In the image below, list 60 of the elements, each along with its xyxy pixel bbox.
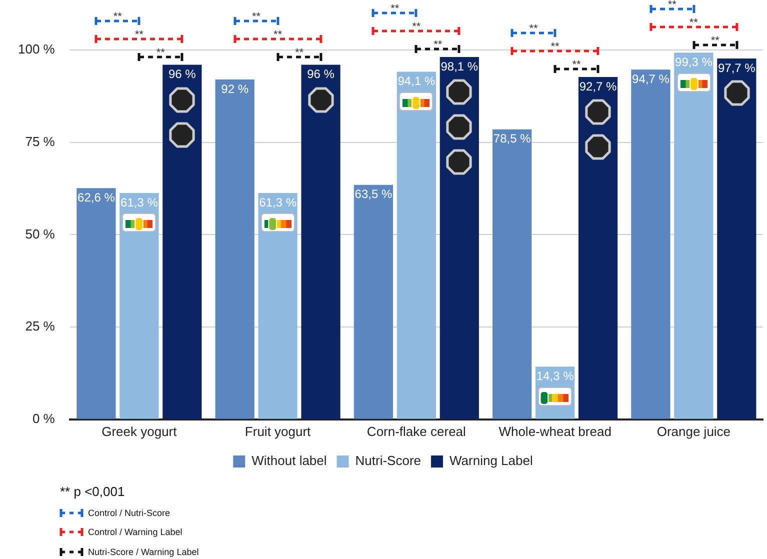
text: ** (274, 28, 282, 41)
y-tick-label: 25 % (25, 318, 56, 334)
data-label: 94,1 % (398, 74, 436, 88)
text: ** (113, 10, 122, 23)
text: Control / Nutri-Score (88, 507, 170, 519)
data-label: 97,7 % (718, 60, 756, 75)
annotation: ** (434, 39, 442, 52)
x-tick-label: Corn-flake cereal (366, 424, 466, 439)
bar (396, 72, 436, 419)
data-label: 14,3 % (536, 368, 574, 383)
text: ** (689, 16, 698, 29)
data-label: 61,3 % (120, 195, 158, 210)
y-tick-label: 50 % (25, 226, 56, 242)
x-tick-label: Greek yogurt (102, 424, 178, 439)
y-tick-label: 100 % (18, 42, 56, 57)
x-tick-label: Whole-wheat bread (498, 424, 612, 439)
data-label: 78,5 % (493, 132, 532, 146)
legend-label: Nutri-Score (355, 453, 422, 468)
legend-label: Warning Label (450, 453, 533, 468)
bar (674, 52, 714, 419)
bar (492, 129, 532, 419)
data-label: 94,7 % (632, 72, 670, 86)
bar (258, 192, 298, 419)
text: Control / Warning Label (88, 526, 182, 538)
x-tick-label: Orange juice (656, 424, 731, 439)
bar (717, 58, 756, 419)
data-label: 92,7 % (579, 79, 618, 94)
data-label: 99,3 % (675, 54, 713, 69)
bar (76, 188, 116, 419)
bar (120, 192, 159, 419)
annotation: ** (156, 46, 165, 59)
text: ** (529, 22, 538, 35)
data-label: 92 % (221, 82, 249, 96)
text: Nutri-Score / Warning Label (88, 546, 199, 558)
data-label: 96 % (307, 67, 335, 82)
data-label: 96 % (168, 67, 196, 82)
annotation: ** (550, 40, 560, 53)
bar (301, 64, 340, 419)
text: ** (412, 21, 421, 34)
data-label: 62,6 % (78, 190, 116, 204)
annotation: ** (572, 58, 581, 71)
bar (162, 64, 202, 419)
annotation: ** (295, 46, 304, 59)
data-label: 63,5 % (354, 187, 392, 202)
data-label: 61,3 % (259, 195, 297, 210)
bar (215, 80, 254, 419)
y-tick-label: 0 % (32, 410, 56, 426)
bar (354, 184, 394, 419)
text: ** p <0,001 (60, 484, 125, 500)
text: ** (134, 28, 144, 41)
text: ** (390, 3, 400, 16)
bar (631, 70, 670, 419)
text: ** (252, 10, 261, 23)
x-tick-label: Fruit yogurt (244, 424, 312, 439)
y-tick-label: 75 % (25, 134, 56, 149)
text: ** (668, 0, 676, 11)
text: ** (710, 34, 720, 47)
legend-label: Without label (252, 453, 327, 468)
bar (578, 76, 618, 419)
data-label: 98,1 % (440, 59, 478, 74)
